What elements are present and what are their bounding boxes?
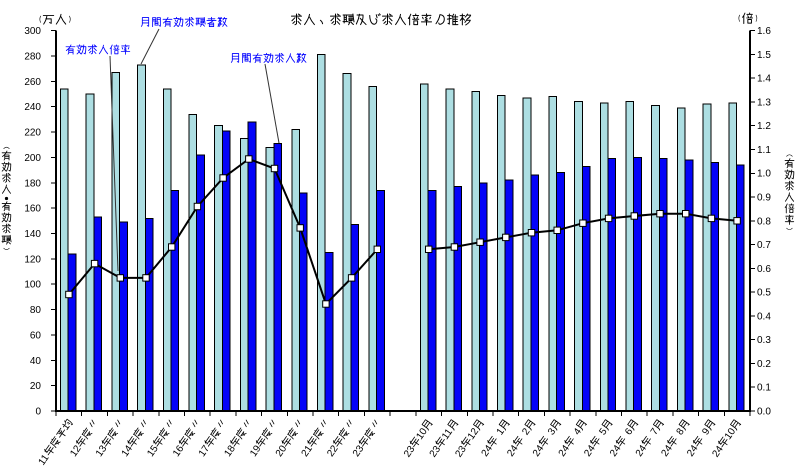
svg-text:0.0: 0.0 xyxy=(757,407,771,418)
svg-text:180: 180 xyxy=(24,178,41,189)
svg-text:8: 8 xyxy=(675,426,687,437)
svg-text:60: 60 xyxy=(30,330,42,341)
svg-text:1.4: 1.4 xyxy=(757,74,771,85)
svg-text:120: 120 xyxy=(24,254,41,265)
svg-text:0.5: 0.5 xyxy=(757,288,771,299)
svg-text:0.8: 0.8 xyxy=(757,216,771,227)
svg-text:280: 280 xyxy=(24,52,41,63)
svg-text:4: 4 xyxy=(572,426,584,437)
svg-text:3: 3 xyxy=(546,426,558,437)
svg-text:1.2: 1.2 xyxy=(757,121,771,132)
svg-text:7: 7 xyxy=(649,426,661,437)
svg-text:300: 300 xyxy=(24,26,41,37)
svg-text:6: 6 xyxy=(623,426,635,437)
svg-text:240: 240 xyxy=(24,102,41,113)
svg-text:1: 1 xyxy=(495,426,507,437)
svg-text:9: 9 xyxy=(700,426,712,437)
svg-text:1.3: 1.3 xyxy=(757,97,771,108)
svg-text:100: 100 xyxy=(24,280,41,291)
svg-text:5: 5 xyxy=(597,426,609,437)
svg-text:0.1: 0.1 xyxy=(757,383,771,394)
svg-text:0: 0 xyxy=(35,407,41,418)
svg-text:80: 80 xyxy=(30,305,42,316)
svg-text:140: 140 xyxy=(24,229,41,240)
svg-text:260: 260 xyxy=(24,77,41,88)
svg-text:40: 40 xyxy=(30,356,42,367)
svg-text:1.0: 1.0 xyxy=(757,169,771,180)
svg-text:0.3: 0.3 xyxy=(757,335,771,346)
svg-text:220: 220 xyxy=(24,128,41,139)
svg-text:0.4: 0.4 xyxy=(757,311,771,322)
svg-text:160: 160 xyxy=(24,204,41,215)
svg-text:1.1: 1.1 xyxy=(757,145,771,156)
svg-text:200: 200 xyxy=(24,153,41,164)
svg-text:0.6: 0.6 xyxy=(757,264,771,275)
svg-text:0.7: 0.7 xyxy=(757,240,771,251)
svg-text:0.2: 0.2 xyxy=(757,359,771,370)
svg-text:2: 2 xyxy=(520,426,532,437)
svg-text:1.5: 1.5 xyxy=(757,50,771,61)
svg-text:1.6: 1.6 xyxy=(757,26,771,37)
svg-text:20: 20 xyxy=(30,381,42,392)
svg-text:0.9: 0.9 xyxy=(757,193,771,204)
